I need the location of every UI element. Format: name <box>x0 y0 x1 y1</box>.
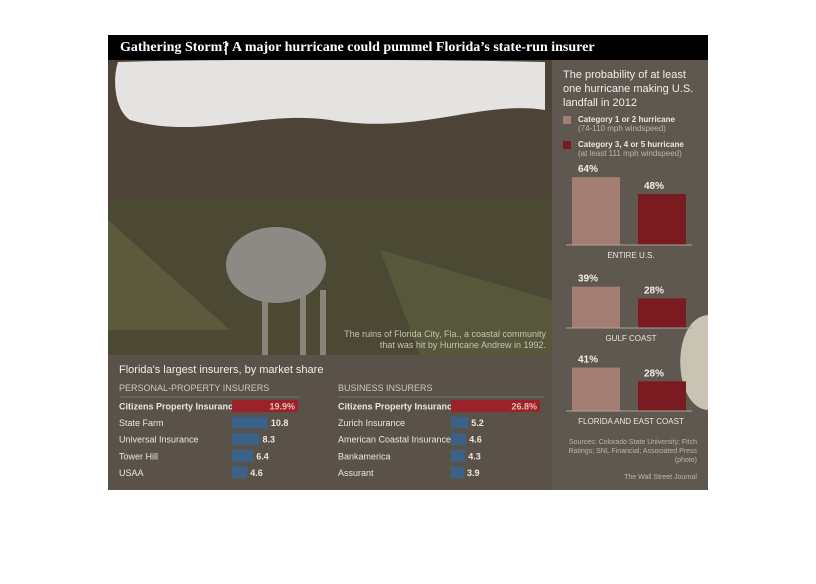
bar <box>572 177 620 245</box>
title-bar <box>108 35 708 60</box>
section-label: PERSONAL-PROPERTY INSURERS <box>119 383 269 393</box>
value-label: 6.4 <box>256 451 269 461</box>
legend-label: Category 3, 4 or 5 hurricane <box>578 140 684 149</box>
sources: Sources: Colorado State University; Fitc… <box>568 439 697 464</box>
category-label: USAA <box>119 468 144 478</box>
bar <box>451 449 466 462</box>
bar <box>638 298 686 328</box>
bar <box>572 286 620 328</box>
side-panel <box>552 60 708 490</box>
category-label: Tower Hill <box>119 451 158 461</box>
bar <box>232 466 248 479</box>
value-label: 10.8 <box>271 418 289 428</box>
legend-swatch <box>563 141 571 149</box>
legend-note: (74-110 mph windspeed) <box>578 124 666 133</box>
glare <box>115 59 545 128</box>
bar <box>232 416 268 429</box>
category-label: Zurich Insurance <box>338 418 405 428</box>
bar <box>451 400 540 412</box>
chart-title: The probability of at least one hurrican… <box>563 69 694 109</box>
category-label: Bankamerica <box>338 451 391 461</box>
legend-label: Category 1 or 2 hurricane <box>578 115 675 124</box>
value-label: 28% <box>644 368 664 379</box>
value-label: 26.8% <box>511 402 537 412</box>
category-label: FLORIDA AND EAST COAST <box>578 417 684 426</box>
section-title: Florida's largest insurers, by market sh… <box>119 364 324 376</box>
legend-note: (at least 111 mph windspeed) <box>578 149 682 158</box>
value-label: 28% <box>644 285 664 296</box>
bar <box>232 433 260 446</box>
category-label: Citizens Property Insurance <box>338 402 457 412</box>
category-label: State Farm <box>119 418 164 428</box>
bar <box>451 416 469 429</box>
bar <box>451 466 464 479</box>
bar <box>451 433 467 446</box>
photo-field <box>108 220 230 330</box>
bar <box>232 400 299 412</box>
credit: The Wall Street Journal <box>624 474 697 481</box>
tower-leg <box>320 290 326 355</box>
tower-leg <box>262 290 268 355</box>
value-label: 39% <box>578 274 598 285</box>
legend-swatch <box>563 116 571 124</box>
value-label: 4.6 <box>469 435 482 445</box>
bar <box>638 381 686 411</box>
value-label: 4.3 <box>468 451 481 461</box>
section-label: BUSINESS INSURERS <box>338 383 433 393</box>
value-label: 3.9 <box>467 468 480 478</box>
category-label: Universal Insurance <box>119 435 199 445</box>
bar <box>572 367 620 411</box>
value-label: 41% <box>578 355 598 366</box>
bar <box>638 194 686 245</box>
category-label: GULF COAST <box>605 334 656 343</box>
value-label: 19.9% <box>270 402 296 412</box>
category-label: Assurant <box>338 468 374 478</box>
tower-leg <box>300 290 306 355</box>
value-label: 5.2 <box>471 418 484 428</box>
photo-field <box>380 250 552 355</box>
category-label: ENTIRE U.S. <box>607 251 654 260</box>
value-label: 64% <box>578 164 598 175</box>
glare <box>680 315 708 410</box>
title: Gathering Storm? <box>120 40 230 55</box>
value-label: 8.3 <box>263 435 276 445</box>
value-label: 48% <box>644 181 664 192</box>
photo-caption: The ruins of Florida City, Fla., a coast… <box>344 329 546 350</box>
category-label: Citizens Property Insurance <box>119 402 238 412</box>
water-tower <box>226 227 326 303</box>
value-label: 4.6 <box>250 468 263 478</box>
category-label: American Coastal Insurance <box>338 435 451 445</box>
bar <box>232 449 254 462</box>
subtitle: A major hurricane could pummel Florida’s… <box>232 40 595 55</box>
